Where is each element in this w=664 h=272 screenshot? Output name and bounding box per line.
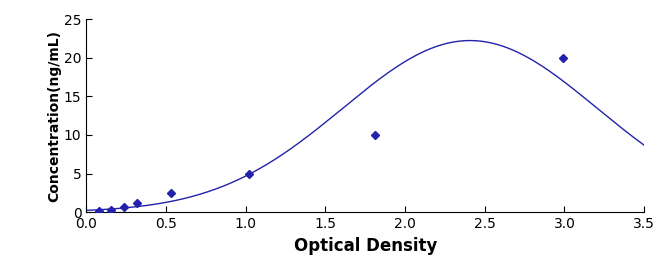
Y-axis label: Concentration(ng/mL): Concentration(ng/mL) [47,30,61,202]
X-axis label: Optical Density: Optical Density [293,237,437,255]
